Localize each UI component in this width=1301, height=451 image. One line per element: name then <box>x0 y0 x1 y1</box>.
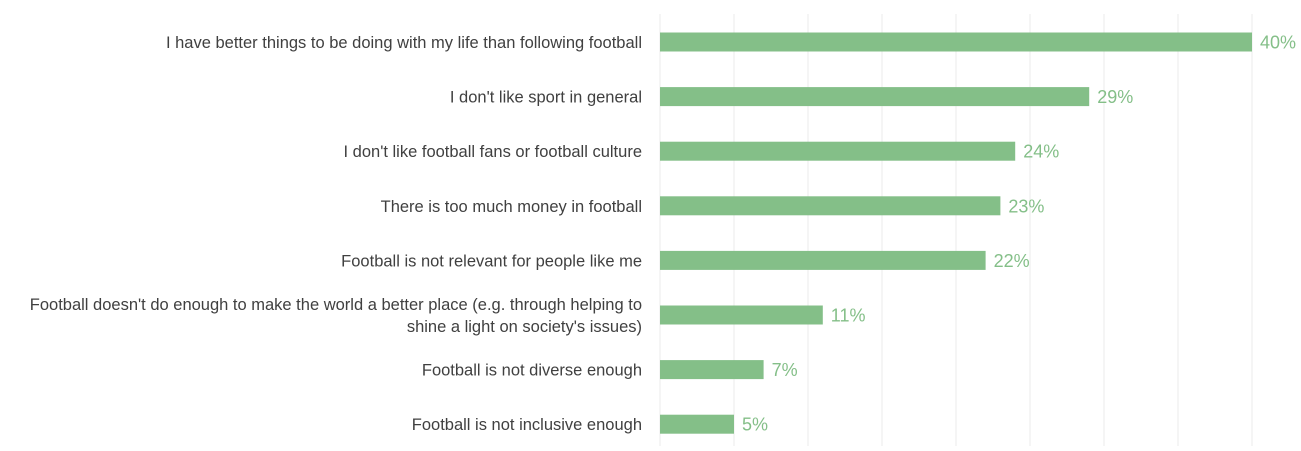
category-label-line: I don't like football fans or football c… <box>344 143 643 161</box>
value-label: 29% <box>1097 87 1133 107</box>
category-labels: I have better things to be doing with my… <box>30 34 642 434</box>
bar <box>660 360 764 380</box>
bar <box>660 32 1252 52</box>
category-label-line: Football is not inclusive enough <box>412 416 642 434</box>
bar <box>660 305 823 325</box>
category-label-line: Football is not diverse enough <box>422 362 642 380</box>
category-label-line: I have better things to be doing with my… <box>166 34 642 52</box>
category-label: I don't like sport in general <box>450 89 642 107</box>
value-label: 24% <box>1023 142 1059 162</box>
category-label-line: Football is not relevant for people like… <box>341 252 642 270</box>
category-label: I have better things to be doing with my… <box>166 34 642 52</box>
bar <box>660 414 734 434</box>
category-label: There is too much money in football <box>381 198 642 216</box>
bar <box>660 87 1090 107</box>
value-label: 22% <box>994 251 1030 271</box>
category-label-line: Football doesn't do enough to make the w… <box>30 296 642 314</box>
value-label: 40% <box>1260 33 1296 53</box>
category-label-line: There is too much money in football <box>381 198 642 216</box>
category-label-line: I don't like sport in general <box>450 89 642 107</box>
value-label: 7% <box>772 360 798 380</box>
bar <box>660 196 1001 216</box>
category-label: I don't like football fans or football c… <box>344 143 643 161</box>
value-label: 5% <box>742 415 768 435</box>
value-labels: 40% 29% 24% 23% 22% 11% 7% 5% <box>742 33 1296 435</box>
category-label: Football is not inclusive enough <box>412 416 642 434</box>
value-label: 11% <box>831 306 866 326</box>
bar <box>660 250 986 270</box>
category-label: Football is not relevant for people like… <box>341 252 642 270</box>
category-label: Football doesn't do enough to make the w… <box>30 296 642 336</box>
bars <box>660 32 1252 434</box>
category-label-line: shine a light on society's issues) <box>407 318 642 336</box>
gridlines <box>659 14 1253 446</box>
category-label: Football is not diverse enough <box>422 362 642 380</box>
value-label: 23% <box>1008 196 1044 216</box>
bar <box>660 141 1016 161</box>
